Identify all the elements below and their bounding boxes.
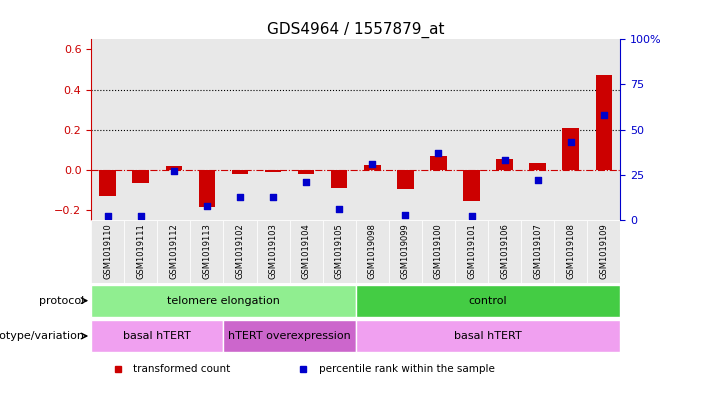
Point (565, 139, 576, 145)
FancyBboxPatch shape (422, 220, 455, 283)
Text: GSM1019105: GSM1019105 (334, 223, 343, 279)
Point (301, 179, 312, 185)
Text: GSM1019102: GSM1019102 (236, 223, 245, 279)
Bar (430, 156, 447, 170)
Bar (165, 166, 182, 170)
Bar (397, 170, 414, 189)
Bar (488, 39, 521, 220)
FancyBboxPatch shape (124, 220, 157, 283)
Point (532, 177, 543, 184)
Bar (562, 128, 579, 170)
Text: GSM1019100: GSM1019100 (434, 223, 443, 279)
Text: GSM1019112: GSM1019112 (170, 223, 178, 279)
Point (334, 206, 345, 212)
Text: GSM1019113: GSM1019113 (203, 223, 212, 279)
Point (201, 202, 212, 209)
Bar (364, 165, 381, 170)
Bar (198, 170, 215, 207)
Bar (529, 163, 546, 170)
Point (367, 161, 378, 167)
Bar (157, 39, 191, 220)
FancyBboxPatch shape (290, 220, 322, 283)
Bar (224, 39, 257, 220)
FancyBboxPatch shape (91, 320, 224, 352)
Text: GSM1019110: GSM1019110 (103, 223, 112, 279)
Bar (455, 39, 488, 220)
FancyBboxPatch shape (355, 285, 620, 316)
Text: GSM1019101: GSM1019101 (467, 223, 476, 279)
FancyBboxPatch shape (91, 220, 124, 283)
FancyBboxPatch shape (554, 220, 587, 283)
Point (433, 150, 444, 156)
Point (135, 213, 147, 220)
Point (168, 168, 179, 174)
Text: GSM1019098: GSM1019098 (368, 223, 377, 279)
Point (598, 112, 609, 118)
Bar (463, 170, 479, 201)
Point (499, 157, 510, 163)
Text: GSM1019108: GSM1019108 (566, 223, 576, 279)
Bar (257, 39, 290, 220)
FancyBboxPatch shape (157, 220, 191, 283)
Text: GSM1019111: GSM1019111 (136, 223, 145, 279)
Bar (132, 170, 149, 183)
Text: basal hTERT: basal hTERT (123, 331, 191, 341)
FancyBboxPatch shape (389, 220, 422, 283)
Bar (389, 39, 422, 220)
Bar (91, 39, 124, 220)
Bar (100, 170, 116, 196)
FancyBboxPatch shape (455, 220, 488, 283)
FancyBboxPatch shape (191, 220, 224, 283)
Point (400, 211, 411, 218)
FancyBboxPatch shape (488, 220, 521, 283)
Bar (124, 39, 157, 220)
Text: telomere elongation: telomere elongation (167, 296, 280, 306)
Point (466, 213, 477, 220)
FancyBboxPatch shape (257, 220, 290, 283)
FancyBboxPatch shape (224, 320, 355, 352)
FancyBboxPatch shape (224, 220, 257, 283)
FancyBboxPatch shape (91, 285, 355, 316)
Text: transformed count: transformed count (133, 364, 231, 375)
FancyBboxPatch shape (355, 320, 620, 352)
Bar (587, 39, 620, 220)
Point (268, 193, 279, 200)
Bar (554, 39, 587, 220)
Bar (265, 170, 281, 172)
Text: GSM1019109: GSM1019109 (599, 223, 608, 279)
Bar (521, 39, 554, 220)
Bar (290, 39, 322, 220)
Bar (322, 39, 355, 220)
FancyBboxPatch shape (587, 220, 620, 283)
Point (234, 193, 245, 200)
Title: GDS4964 / 1557879_at: GDS4964 / 1557879_at (267, 22, 444, 38)
Bar (355, 39, 389, 220)
Text: control: control (469, 296, 508, 306)
Text: GSM1019099: GSM1019099 (401, 223, 410, 279)
Text: percentile rank within the sample: percentile rank within the sample (319, 364, 495, 375)
Bar (298, 170, 315, 174)
Text: basal hTERT: basal hTERT (454, 331, 522, 341)
Text: GSM1019104: GSM1019104 (301, 223, 311, 279)
Text: GSM1019103: GSM1019103 (268, 223, 278, 279)
FancyBboxPatch shape (322, 220, 355, 283)
Text: GSM1019107: GSM1019107 (533, 223, 542, 279)
FancyBboxPatch shape (355, 220, 389, 283)
Text: GSM1019106: GSM1019106 (500, 223, 509, 279)
Bar (496, 159, 513, 170)
Text: hTERT overexpression: hTERT overexpression (229, 331, 351, 341)
FancyBboxPatch shape (521, 220, 554, 283)
Bar (331, 170, 348, 188)
Text: genotype/variation: genotype/variation (0, 331, 84, 341)
Bar (191, 39, 224, 220)
Bar (422, 39, 455, 220)
Bar (596, 75, 612, 170)
Text: protocol: protocol (39, 296, 84, 306)
Point (102, 213, 114, 220)
Bar (232, 170, 248, 174)
